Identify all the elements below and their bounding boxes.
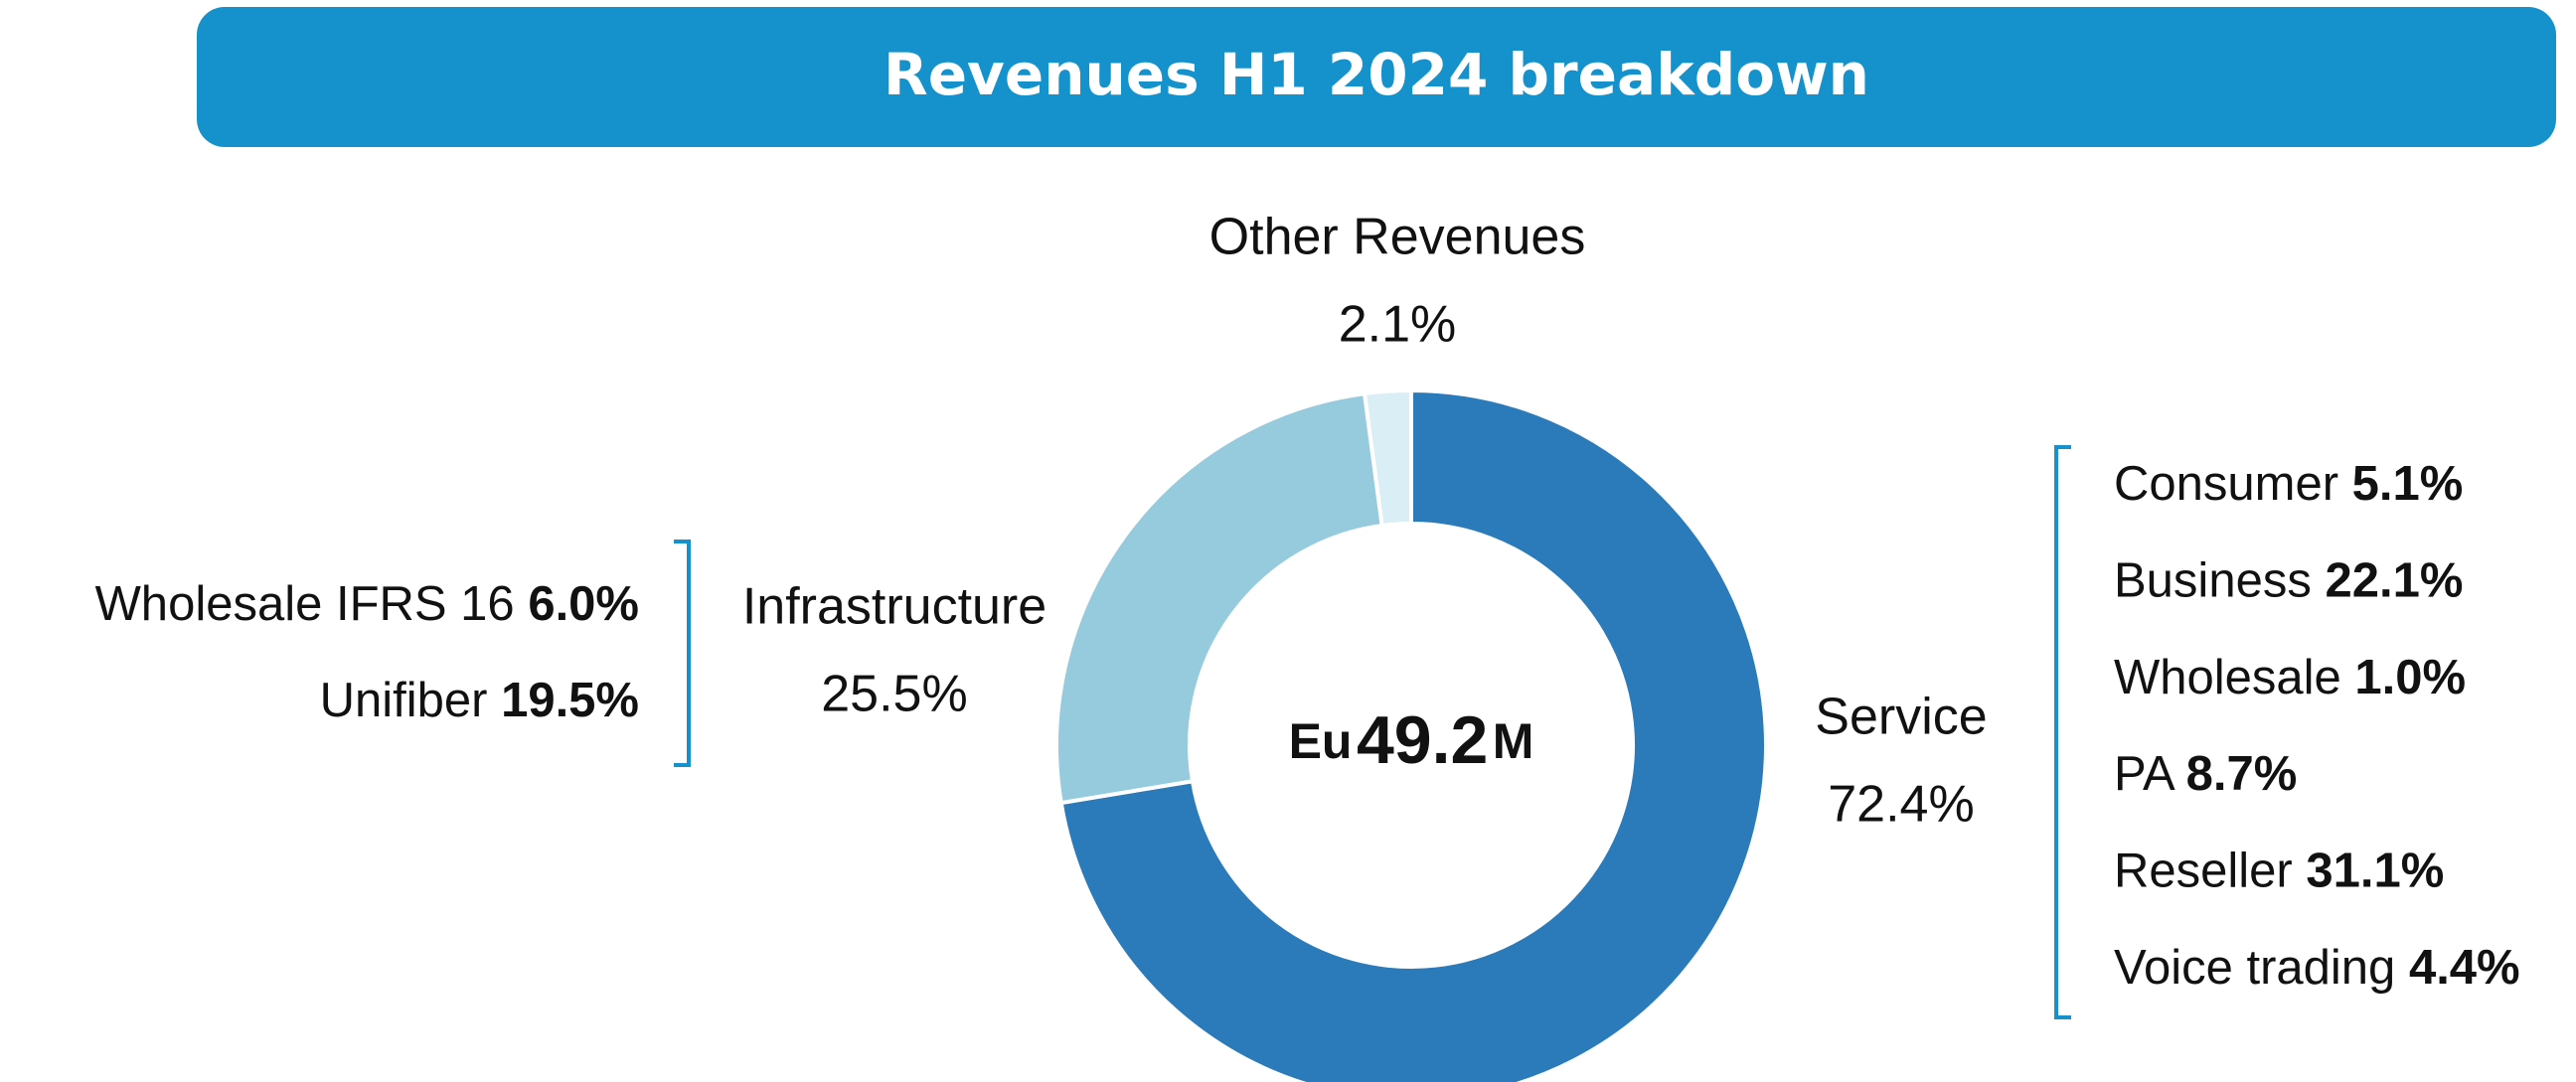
- breakdown-item: PA 8.7%: [2114, 747, 2297, 801]
- breakdown-name: PA: [2114, 747, 2175, 801]
- bracket: [2054, 445, 2071, 1019]
- slice-value-label: 2.1%: [1339, 296, 1457, 354]
- breakdown-item: Reseller 31.1%: [2114, 845, 2444, 898]
- breakdown-name: Reseller: [2114, 845, 2293, 898]
- slice-label: Service: [1815, 689, 1987, 746]
- breakdown-item: Wholesale IFRS 16 6.0%: [95, 577, 639, 631]
- breakdown-name: Voice trading: [2114, 941, 2395, 995]
- breakdown-share: 4.4%: [2409, 941, 2520, 995]
- breakdown-item: Business 22.1%: [2114, 553, 2463, 607]
- slice-value-label: 25.5%: [821, 666, 967, 723]
- donut-slice: [1058, 387, 1768, 1082]
- donut-slice: [1054, 390, 1384, 806]
- breakdown-share: 6.0%: [528, 577, 639, 631]
- slice-label: Other Revenues: [1209, 209, 1586, 266]
- center-prefix: Eu: [1289, 713, 1353, 769]
- breakdown-share: 19.5%: [501, 674, 639, 727]
- breakdown-name: Business: [2114, 553, 2312, 607]
- title-bar: [197, 7, 2556, 147]
- breakdown-item: Voice trading 4.4%: [2114, 941, 2520, 995]
- chart-title: Revenues H1 2024 breakdown: [884, 41, 1869, 108]
- breakdown-name: Consumer: [2114, 457, 2338, 511]
- breakdown-item: Unifiber 19.5%: [320, 674, 639, 727]
- breakdown-name: Unifiber: [320, 674, 488, 727]
- breakdown-share: 31.1%: [2306, 845, 2444, 898]
- center-label: Eu 49.2 M: [1289, 702, 1534, 778]
- center-value: 49.2: [1357, 702, 1488, 778]
- breakdown-share: 1.0%: [2354, 651, 2466, 704]
- breakdown-item: Consumer 5.1%: [2114, 457, 2463, 511]
- breakdown-item: Wholesale 1.0%: [2114, 651, 2466, 704]
- slice-label: Infrastructure: [742, 578, 1046, 636]
- center-suffix: M: [1493, 713, 1534, 769]
- breakdown-share: 5.1%: [2352, 457, 2464, 511]
- breakdown-share: 8.7%: [2186, 747, 2298, 801]
- breakdown-name: Wholesale IFRS 16: [95, 577, 515, 631]
- breakdown-name: Wholesale: [2114, 651, 2341, 704]
- donut-slice: [1362, 387, 1413, 529]
- bracket: [674, 540, 691, 767]
- breakdown-share: 22.1%: [2325, 553, 2463, 607]
- slice-value-label: 72.4%: [1828, 776, 1974, 834]
